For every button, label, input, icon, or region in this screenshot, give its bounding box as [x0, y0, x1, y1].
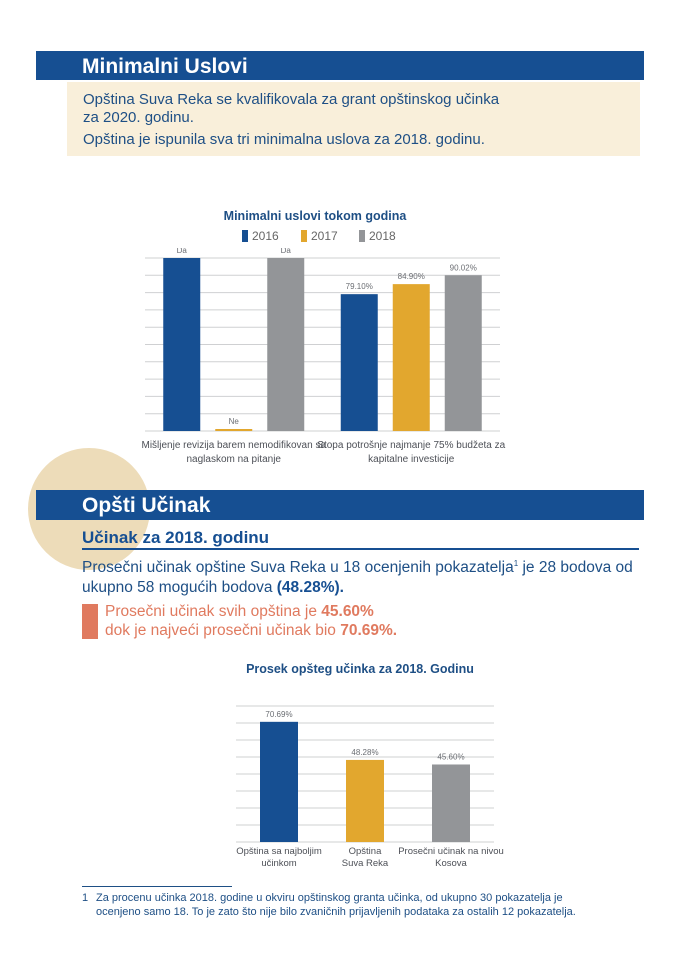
chart2-title: Prosek opšteg učinka za 2018. Godinu: [246, 662, 474, 676]
para-bold-value: (48.28%).: [276, 579, 344, 597]
chart1-svg: Da Ne Da Mišljenje revizija barem nemodifik…: [141, 248, 505, 465]
footnote-divider: [82, 886, 232, 887]
qualification-info-box: Opština Suva Reka se kvalifikovala za gr…: [67, 82, 640, 156]
bar: [215, 429, 253, 431]
category-label: Mišljenje revizija barem nemodifikovan s…: [141, 440, 326, 451]
legend-swatch: [359, 230, 365, 242]
section-title: Minimalni Uslovi: [82, 55, 248, 78]
subsection-underline: [82, 548, 639, 550]
info-line: Opština je ispunila sva tri minimalna us…: [83, 131, 485, 148]
chart1-title: Minimalni uslovi tokom godina: [223, 209, 407, 223]
bar: [444, 275, 482, 431]
legend-label: 2016: [252, 229, 279, 243]
bar: [392, 284, 430, 431]
performance-paragraph: Prosečni učinak opštine Suva Reka u 18 o…: [82, 554, 642, 598]
category-label: Kosova: [435, 858, 467, 869]
info-line: Opština Suva Reka se kvalifikovala za gr…: [83, 91, 500, 108]
section-header-opsti-ucinak: Opšti Učinak: [36, 490, 644, 520]
highlight-label: Prosečni učinak svih opština je: [105, 603, 322, 620]
legend-item-2017: 2017: [301, 229, 338, 243]
bar: [346, 759, 384, 842]
chart1-legend: 2016 2017 2018: [242, 229, 442, 245]
category-label: Opština: [349, 846, 382, 857]
category-label: Opština sa najboljim: [236, 846, 322, 857]
data-label: 45.60%: [437, 752, 464, 761]
legend-item-2018: 2018: [359, 229, 396, 243]
data-label: Da: [281, 248, 292, 255]
category-label: Prosečni učinak na nivou: [398, 846, 504, 857]
data-label: 48.28%: [351, 748, 378, 757]
footnote-ref: 1: [513, 559, 519, 568]
data-label: 84.90%: [398, 272, 425, 281]
highlight-value: 70.69%.: [340, 622, 398, 639]
legend-label: 2017: [311, 229, 338, 243]
footnote-line: Za procenu učinka 2018. godine u okviru …: [96, 892, 563, 904]
para-text: Prosečni učinak opštine Suva Reka u 18 o…: [82, 559, 514, 577]
highlight-label: dok je najveći prosečni učinak bio: [105, 622, 341, 639]
category-label: kapitalne investicije: [368, 454, 455, 465]
para-text: je 28 bodova od ukupno 58 mogućih bodova: [82, 559, 633, 597]
category-label: Suva Reka: [342, 858, 389, 869]
highlight-text: Prosečni učinak svih opština je 45.60% d…: [105, 602, 397, 640]
legend-label: 2018: [369, 229, 396, 243]
category-label: učinkom: [261, 858, 296, 869]
category-label: Stopa potrošnje najmanje 75% budžeta za: [317, 440, 505, 451]
data-label: Ne: [229, 417, 240, 426]
bar: [432, 764, 470, 842]
legend-swatch: [301, 230, 307, 242]
category-label: naglaskom na pitanje: [186, 454, 281, 465]
footnote: 1 Za procenu učinka 2018. godine u okvir…: [82, 892, 647, 919]
section-title: Opšti Učinak: [82, 494, 211, 517]
data-label: 90.02%: [450, 263, 477, 272]
data-label: 79.10%: [346, 282, 373, 291]
data-label: 70.69%: [265, 710, 292, 719]
bar: [260, 721, 298, 842]
footnote-number: 1: [82, 892, 89, 904]
data-label: Da: [177, 248, 188, 255]
subsection-title: Učinak za 2018. godinu: [82, 528, 270, 547]
bar: [267, 258, 305, 431]
bar: [163, 258, 201, 431]
section-header-minimalni-uslovi: Minimalni Uslovi: [36, 51, 644, 80]
legend-swatch: [242, 230, 248, 242]
footnote-line: ocenjeno samo 18. To je zato što nije bi…: [96, 905, 576, 918]
legend-item-2016: 2016: [242, 229, 279, 243]
info-line: za 2020. godinu.: [83, 109, 194, 126]
highlight-value: 45.60%: [321, 603, 374, 620]
bar: [340, 294, 378, 431]
highlight-bar: [82, 604, 98, 639]
